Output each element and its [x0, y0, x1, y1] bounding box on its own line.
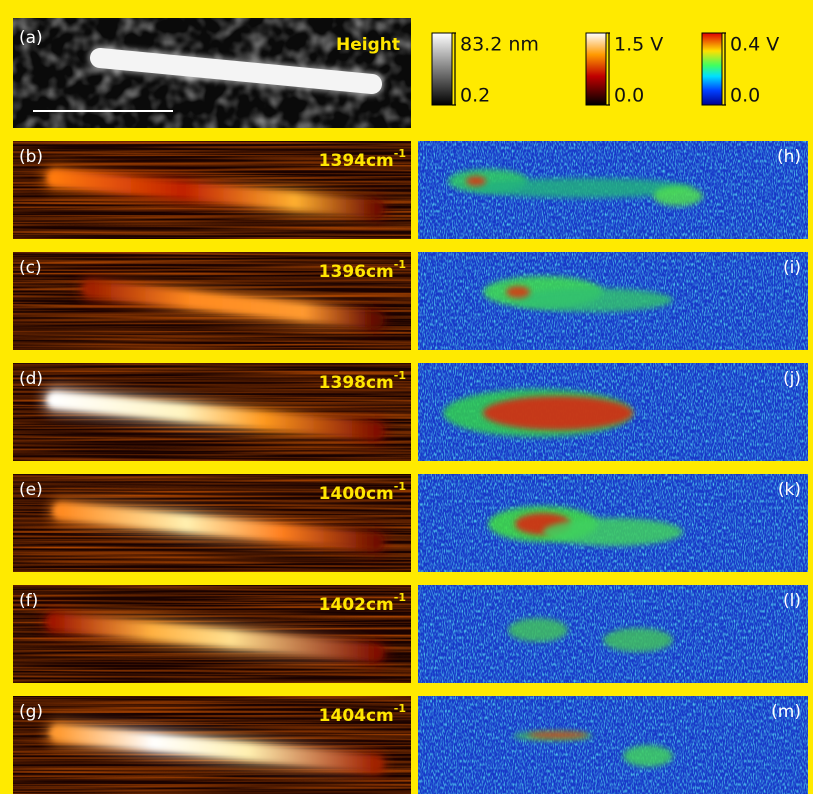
panel-label: (m) [771, 702, 801, 722]
wavenumber: 1396cm-1 [319, 258, 406, 282]
signal-blob [603, 628, 673, 652]
wavenumber-value: 1400cm [319, 484, 394, 504]
colorbar-bracket [452, 33, 456, 105]
colorbars: 83.2 nm 0.2 1.5 V 0.0 0.4 V 0.0 [432, 33, 779, 107]
colorbar [432, 33, 452, 105]
signal-peak [506, 286, 530, 298]
wavenumber: 1400cm-1 [319, 480, 406, 504]
panel-label: (k) [778, 480, 801, 500]
panel-label: (l) [783, 591, 801, 611]
signal-peak [466, 176, 486, 186]
wavenumber: 1404cm-1 [319, 702, 406, 726]
wavenumber-exponent: -1 [394, 369, 406, 382]
panel-label: (h) [777, 147, 801, 167]
wavenumber-exponent: -1 [394, 702, 406, 715]
panel-label: (d) [19, 369, 43, 389]
panel-title: Height [336, 35, 400, 55]
figure: (a) Height 83.2 nm 0.2 1.5 V 0.0 0.4 V 0.0 (b… [0, 0, 813, 794]
panels: (b)1394cm-1(h)(c)1396cm-1(i)(d)1398cm-1(… [13, 141, 808, 794]
wavenumber-value: 1396cm [319, 262, 394, 282]
signal-blob [543, 518, 683, 546]
signal-blob [513, 288, 673, 312]
panel-label: (a) [19, 28, 43, 48]
wavenumber-exponent: -1 [394, 480, 406, 493]
wavenumber-exponent: -1 [394, 591, 406, 604]
panel-label: (g) [19, 702, 43, 722]
colorbar-bracket [722, 33, 726, 105]
wavenumber: 1398cm-1 [319, 369, 406, 393]
panel-label: (e) [19, 480, 43, 500]
colorbar-max: 0.4 V [730, 34, 779, 56]
wavenumber: 1402cm-1 [319, 591, 406, 615]
wavenumber-exponent: -1 [394, 258, 406, 271]
panel-label: (f) [19, 591, 38, 611]
colorbar-min: 0.0 [730, 85, 760, 107]
panel-label: (j) [783, 369, 801, 389]
signal-blob [508, 618, 568, 642]
colorbar-max: 1.5 V [614, 34, 663, 56]
colorbar-max: 83.2 nm [460, 34, 539, 56]
wavenumber-value: 1398cm [319, 373, 394, 393]
panel-label: (c) [19, 258, 42, 278]
signal-blob [653, 186, 703, 206]
wavenumber-exponent: -1 [394, 147, 406, 160]
colorbar [702, 33, 722, 105]
wavenumber-value: 1404cm [319, 706, 394, 726]
wavenumber-value: 1394cm [319, 151, 394, 171]
texture [418, 696, 808, 794]
colorbar [586, 33, 606, 105]
colorbar-min: 0.2 [460, 85, 490, 107]
wavenumber: 1394cm-1 [319, 147, 406, 171]
signal-blob [623, 745, 673, 767]
wavenumber-value: 1402cm [319, 595, 394, 615]
signal-blob [483, 396, 633, 430]
colorbar-min: 0.0 [614, 85, 644, 107]
colorbar-bracket [606, 33, 610, 105]
signal-peak [528, 732, 588, 738]
panel-label: (i) [783, 258, 801, 278]
panel-label: (b) [19, 147, 43, 167]
